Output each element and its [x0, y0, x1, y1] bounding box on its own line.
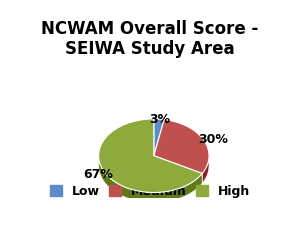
Wedge shape — [99, 119, 202, 193]
Text: 3%: 3% — [149, 113, 170, 126]
Title: NCWAM Overall Score -
SEIWA Study Area: NCWAM Overall Score - SEIWA Study Area — [41, 20, 259, 58]
Polygon shape — [99, 158, 202, 202]
Wedge shape — [154, 119, 209, 173]
Text: 30%: 30% — [198, 133, 228, 146]
Wedge shape — [154, 119, 164, 156]
Legend: Low, Medium, High: Low, Medium, High — [44, 180, 256, 203]
Text: 67%: 67% — [83, 168, 113, 181]
Polygon shape — [202, 157, 209, 183]
